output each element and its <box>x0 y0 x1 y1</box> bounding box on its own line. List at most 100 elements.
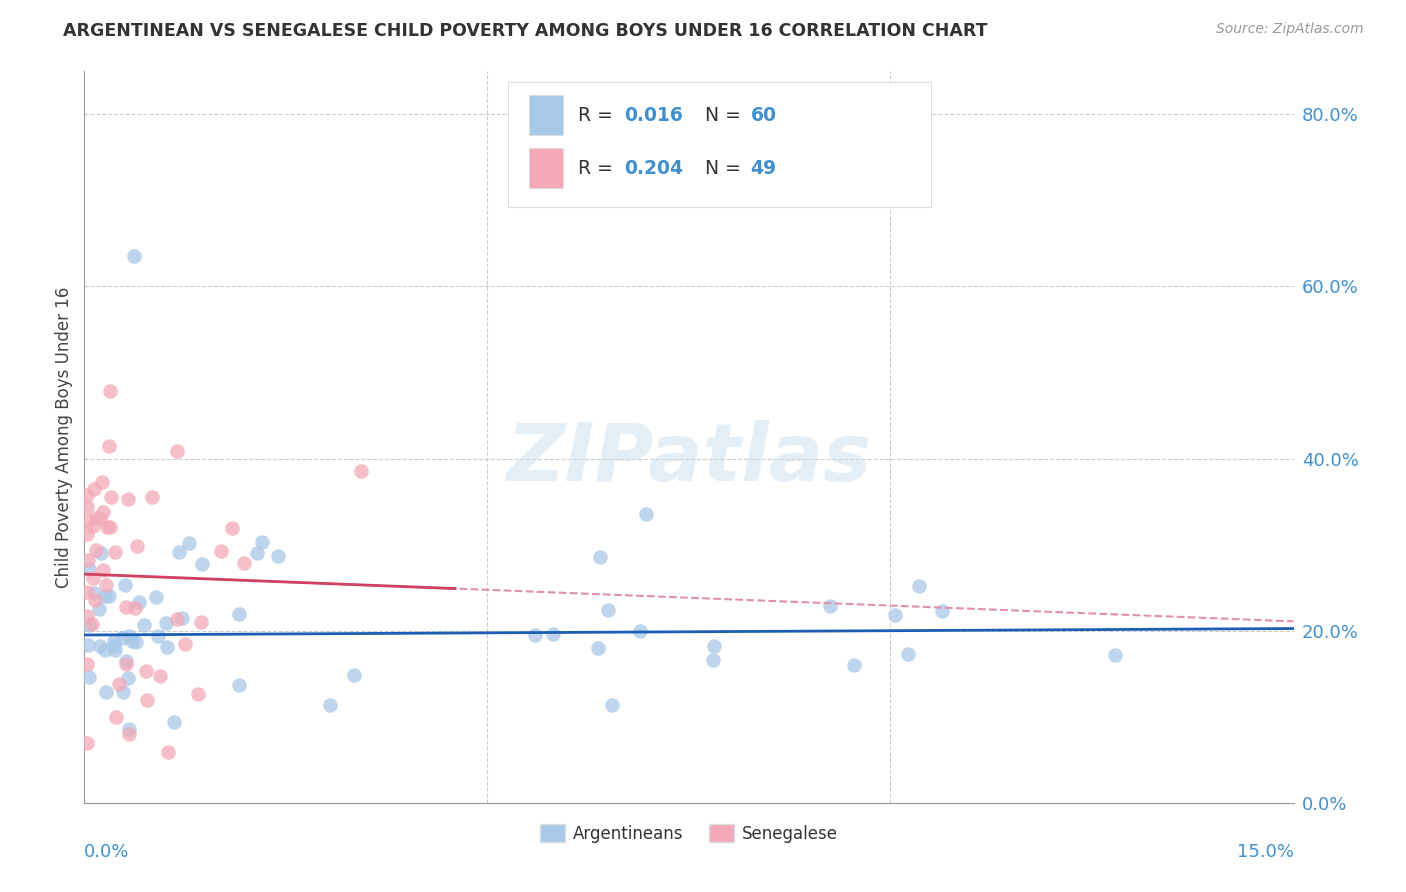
Point <box>127 539 149 553</box>
Point <box>228 607 250 621</box>
Point <box>89 511 111 525</box>
Point <box>190 615 212 630</box>
Point <box>76 608 98 623</box>
Point <box>94 589 117 603</box>
Point <box>541 626 564 640</box>
Point <box>173 637 195 651</box>
Point <box>89 639 111 653</box>
Text: R =: R = <box>578 106 619 125</box>
Text: N =: N = <box>704 106 747 125</box>
FancyBboxPatch shape <box>529 95 564 135</box>
Point <box>98 384 121 399</box>
Point <box>115 654 138 668</box>
FancyBboxPatch shape <box>508 82 931 207</box>
Point <box>82 519 104 533</box>
Point <box>104 643 127 657</box>
Point <box>842 658 865 673</box>
Point <box>77 553 100 567</box>
Point <box>141 490 163 504</box>
Point <box>179 536 201 550</box>
Point <box>128 595 150 609</box>
Point <box>118 727 141 741</box>
Point <box>98 520 121 534</box>
Point <box>586 641 609 656</box>
Point <box>523 627 546 641</box>
Point <box>1104 648 1126 662</box>
Point <box>628 624 651 639</box>
Point <box>103 633 125 648</box>
Point <box>146 629 169 643</box>
Point <box>250 535 273 549</box>
Point <box>112 684 135 698</box>
Point <box>83 482 105 496</box>
Point <box>86 542 108 557</box>
Point <box>343 668 366 682</box>
Point <box>589 549 612 564</box>
Point <box>931 604 953 618</box>
Point <box>155 615 177 630</box>
Point <box>170 610 193 624</box>
Point <box>132 618 155 632</box>
Point <box>232 556 254 570</box>
Point <box>221 520 243 534</box>
Point <box>108 677 131 691</box>
Text: ZIPatlas: ZIPatlas <box>506 420 872 498</box>
Point <box>166 443 188 458</box>
Point <box>818 599 841 613</box>
Point <box>77 562 100 576</box>
Text: 0.204: 0.204 <box>624 159 683 178</box>
Point <box>907 579 929 593</box>
Point <box>91 505 114 519</box>
Point <box>76 488 98 502</box>
Point <box>267 549 290 564</box>
Point <box>94 578 117 592</box>
Point <box>100 490 122 504</box>
Point <box>91 563 114 577</box>
Point <box>77 670 100 684</box>
Point <box>350 464 373 478</box>
Point <box>76 527 98 541</box>
Point <box>156 745 179 759</box>
Point <box>636 507 658 521</box>
Point <box>96 520 118 534</box>
Point <box>76 500 98 514</box>
Point <box>83 592 105 607</box>
Point <box>77 638 100 652</box>
Point <box>167 545 190 559</box>
Text: R =: R = <box>578 159 619 178</box>
Point <box>97 589 120 603</box>
Point <box>77 514 100 528</box>
Text: 49: 49 <box>751 159 776 178</box>
Point <box>190 557 212 571</box>
Legend: Argentineans, Senegalese: Argentineans, Senegalese <box>533 818 845 849</box>
Text: 0.016: 0.016 <box>624 106 682 125</box>
Point <box>118 722 141 736</box>
Point <box>596 603 619 617</box>
Point <box>703 639 725 653</box>
Point <box>114 577 136 591</box>
Point <box>96 685 118 699</box>
Point <box>115 657 138 671</box>
Text: N =: N = <box>704 159 747 178</box>
Point <box>124 601 146 615</box>
Point <box>145 590 167 604</box>
Point <box>76 735 98 749</box>
Point <box>166 612 188 626</box>
Point <box>76 657 98 672</box>
Point <box>118 629 141 643</box>
FancyBboxPatch shape <box>529 148 564 188</box>
Point <box>82 571 104 585</box>
Point <box>117 672 139 686</box>
Point <box>122 249 145 263</box>
Text: 60: 60 <box>751 106 776 125</box>
Point <box>115 599 138 614</box>
Point <box>319 698 342 712</box>
Point <box>187 688 209 702</box>
Y-axis label: Child Poverty Among Boys Under 16: Child Poverty Among Boys Under 16 <box>55 286 73 588</box>
Point <box>897 648 920 662</box>
Point <box>89 602 111 616</box>
Point <box>702 653 724 667</box>
Point <box>121 633 143 648</box>
Point <box>209 543 232 558</box>
Point <box>246 546 269 560</box>
